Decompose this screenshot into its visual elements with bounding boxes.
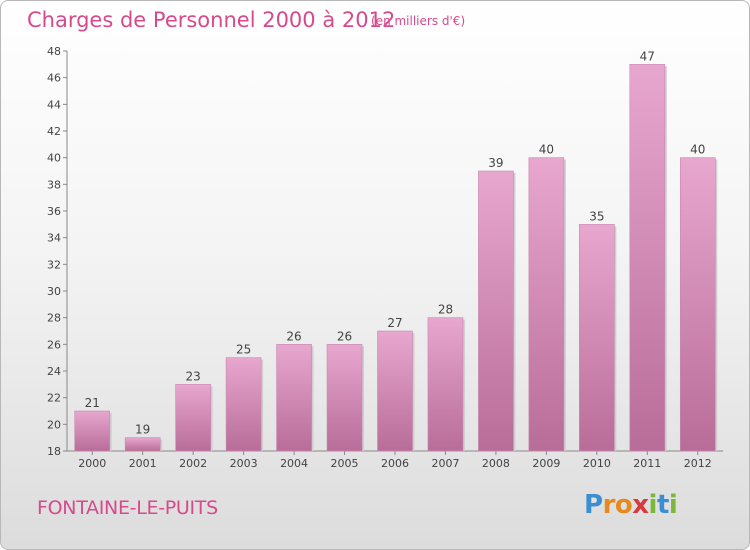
data-label-2009: 40 [539,143,554,157]
x-tick-label-2003: 2003 [230,457,258,470]
y-tick-label: 48 [47,45,61,58]
bar-2012 [679,157,716,452]
data-label-2011: 47 [640,49,655,63]
bar-2007 [427,317,464,452]
data-label-2001: 19 [135,423,150,437]
logo-letter: i [648,490,658,520]
bar-2000 [74,410,111,452]
y-tick-label: 44 [47,98,61,111]
x-tick-label-2001: 2001 [129,457,157,470]
x-tick-label-2009: 2009 [532,457,560,470]
y-tick-label: 30 [47,285,61,298]
y-tick-label: 40 [47,152,61,165]
x-tick-label-2010: 2010 [583,457,611,470]
commune-name: FONTAINE-LE-PUITS [37,497,218,519]
y-axis: 18 20 22 24 26 28 30 32 34 36 38 40 42 44 46 48 [47,45,68,458]
y-tick-label: 28 [47,312,61,325]
logo-letter: P [584,490,603,520]
y-tick-label: 36 [47,205,61,218]
x-tick-label-2007: 2007 [431,457,459,470]
bar-2011 [629,64,666,452]
x-tick-label-2011: 2011 [633,457,661,470]
y-tick-label: 32 [47,258,61,271]
data-label-2005: 26 [337,329,352,343]
data-label-2010: 35 [589,209,604,223]
logo-letter: r [602,490,616,520]
logo-letter: t [656,490,669,520]
logo-letter: x [632,490,649,520]
y-tick-label: 34 [47,232,61,245]
x-tick-label-2005: 2005 [331,457,359,470]
chart-subtitle: (en milliers d'€) [371,14,466,28]
data-label-2012: 40 [690,143,705,157]
y-tick-label: 38 [47,178,61,191]
x-tick-label-2012: 2012 [684,457,712,470]
y-tick-label: 26 [47,338,61,351]
y-tick-label: 20 [47,418,61,431]
logo-letter: o [614,490,633,520]
bar-2003 [225,357,262,452]
data-label-2008: 39 [488,156,503,170]
x-tick-label-2002: 2002 [179,457,207,470]
x-tick-label-2000: 2000 [78,457,106,470]
bar-series: 21 19 23 25 26 26 27 28 39 40 35 47 40 [74,49,718,452]
data-label-2003: 25 [236,343,251,357]
x-tick-label-2006: 2006 [381,457,409,470]
proxiti-logo[interactable]: Proxiti [584,490,678,520]
x-tick-label-2004: 2004 [280,457,308,470]
bar-2002 [175,384,211,452]
logo-letter: i [668,490,678,520]
bar-2010 [579,224,615,452]
data-label-2004: 26 [286,329,301,343]
data-label-2007: 28 [438,303,453,317]
y-tick-label: 46 [47,72,61,85]
data-label-2000: 21 [85,396,100,410]
chart-title: Charges de Personnel 2000 à 2012 [27,8,396,32]
data-label-2006: 27 [387,316,402,330]
bar-2008 [478,170,514,452]
y-tick-label: 24 [47,365,61,378]
y-tick-label: 42 [47,125,61,138]
bar-2005 [326,344,363,452]
x-axis: 2000 2001 2002 2003 2004 2005 2006 2007 2008 2009… [67,450,723,470]
y-tick-label: 22 [47,392,61,405]
y-tick-label: 18 [47,445,61,458]
bar-2004 [276,344,312,452]
bar-2009 [528,157,565,452]
x-tick-label-2008: 2008 [482,457,510,470]
bar-2001 [124,437,161,452]
data-label-2002: 23 [186,369,201,383]
bar-2006 [377,330,413,452]
